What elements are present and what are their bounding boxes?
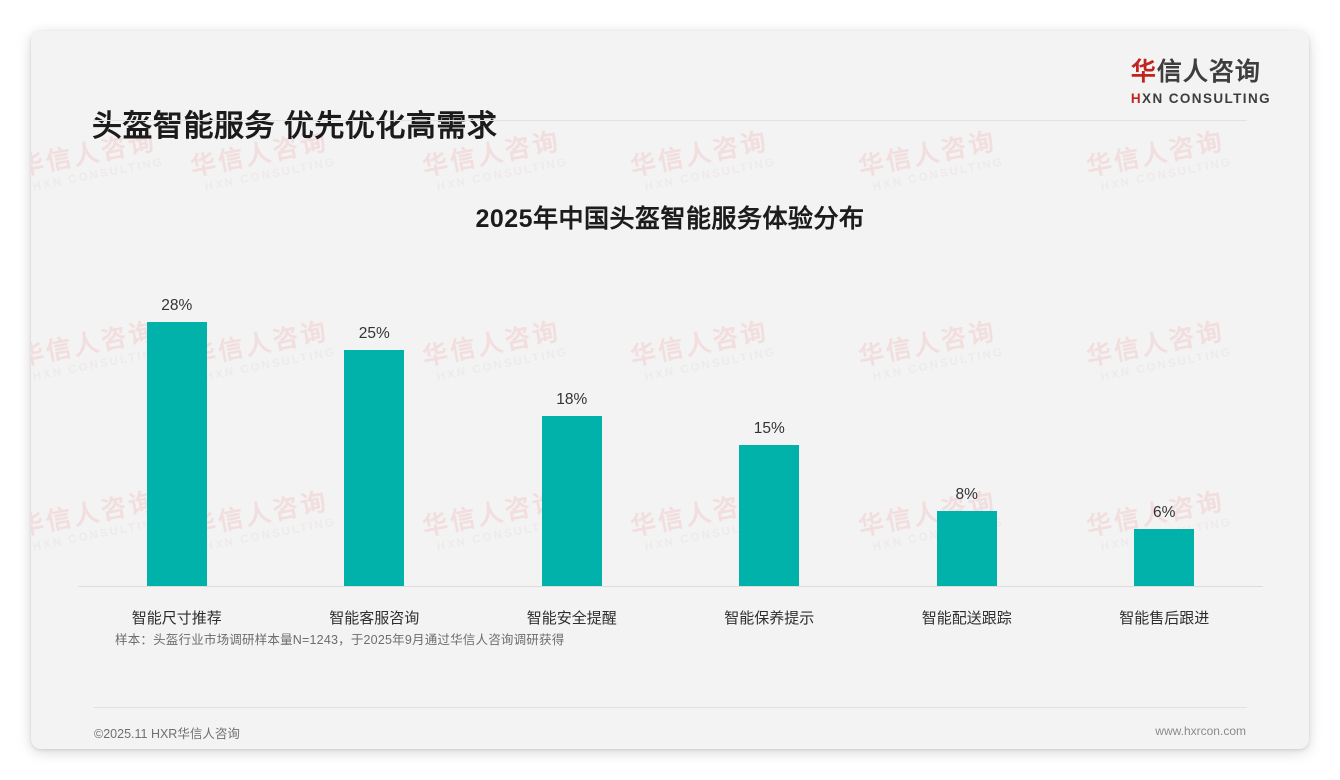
- bar-value-label: 6%: [1153, 504, 1176, 521]
- slide-header: 头盔智能服务 优先优化高需求 华信人咨询 HXN CONSULTING: [31, 31, 1309, 144]
- bar[interactable]: 8%: [936, 486, 997, 586]
- brand-logo-chinese: 华信人咨询: [1131, 60, 1271, 85]
- bar[interactable]: 6%: [1134, 504, 1195, 586]
- x-axis-line: [78, 586, 1263, 587]
- bar-value-label: 18%: [556, 391, 588, 408]
- x-axis-category-label: 智能安全提醒: [526, 610, 617, 627]
- bar[interactable]: 18%: [541, 391, 602, 586]
- slide-footer: ©2025.11 HXR华信人咨询 www.hxrcon.com: [31, 708, 1309, 749]
- bar-group: 25% 智能客服咨询: [276, 246, 474, 627]
- brand-logo-en-rest: XN CONSULTING: [1142, 91, 1271, 106]
- bar-group: 28% 智能尺寸推荐: [78, 246, 276, 627]
- x-axis-category-label: 智能保养提示: [724, 610, 815, 627]
- bar[interactable]: 25%: [344, 325, 405, 586]
- source-footnote: 样本：头盔行业市场调研样本量N=1243，于2025年9月通过华信人咨询调研获得: [115, 633, 565, 647]
- brand-logo-cn-accent: 华: [1130, 58, 1157, 86]
- x-axis-category-label: 智能尺寸推荐: [131, 610, 222, 627]
- chart-title: 2025年中国头盔智能服务体验分布: [475, 205, 865, 233]
- bar-group: 18% 智能安全提醒: [473, 246, 671, 627]
- bar-group: 8% 智能配送跟踪: [868, 246, 1066, 627]
- bar-value-label: 28%: [161, 297, 193, 314]
- bar-chart-plot-area: 28% 智能尺寸推荐 25% 智能客服咨询 18% 智能安全提醒 15% 智能保养提示 8% 智能…: [78, 246, 1264, 627]
- x-axis-category-label: 智能售后跟进: [1119, 610, 1210, 627]
- chart-region: 2025年中国头盔智能服务体验分布 28% 智能尺寸推荐 25% 智能客服咨询 18% 智…: [31, 122, 1309, 667]
- slide-card: 华信人咨询 HXN CONSULTING 华信人咨询 HXN CONSULTING 华信…: [31, 31, 1309, 749]
- bar-group: 15% 智能保养提示: [671, 246, 869, 627]
- copyright-text: ©2025.11 HXR华信人咨询: [94, 727, 240, 741]
- bar-group: 6% 智能售后跟进: [1066, 246, 1264, 627]
- header-divider: [93, 120, 1247, 121]
- brand-logo: 华信人咨询 HXN CONSULTING: [1131, 60, 1271, 106]
- bar-value-label: 8%: [955, 486, 978, 503]
- brand-logo-cn-rest: 信人咨询: [1156, 58, 1261, 86]
- page-title: 头盔智能服务 优先优化高需求: [92, 110, 498, 143]
- bar-value-label: 25%: [358, 325, 390, 342]
- bar-value-label: 15%: [753, 420, 785, 437]
- footer-divider: [93, 707, 1247, 708]
- website-url[interactable]: www.hxrcon.com: [1155, 724, 1246, 738]
- x-axis-category-label: 智能客服咨询: [329, 610, 420, 627]
- brand-logo-english: HXN CONSULTING: [1131, 92, 1271, 106]
- x-axis-category-label: 智能配送跟踪: [921, 610, 1012, 627]
- bar[interactable]: 28%: [146, 297, 207, 586]
- brand-logo-en-accent: H: [1130, 91, 1143, 106]
- bar[interactable]: 15%: [739, 420, 800, 586]
